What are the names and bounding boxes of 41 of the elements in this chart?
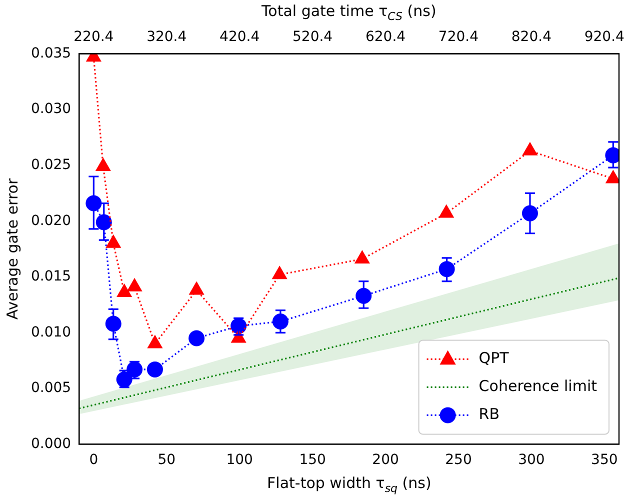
point	[438, 204, 454, 218]
y-tick-label: 0.000	[30, 436, 72, 452]
legend-label: RB	[478, 405, 500, 424]
x-tick-label: 150	[299, 452, 326, 468]
point	[126, 278, 142, 292]
x2-tick-label: 720.4	[438, 29, 479, 46]
x2-tick-label: 320.4	[146, 29, 187, 46]
point	[188, 330, 205, 346]
y-tick-label: 0.030	[30, 101, 72, 118]
point	[146, 361, 163, 378]
y-tick-label: 0.005	[30, 380, 72, 396]
x-tick-label: 0	[89, 452, 98, 468]
x2-tick-label: 920.4	[584, 29, 625, 46]
x-tick-label: 350	[591, 452, 618, 468]
point	[272, 266, 288, 280]
point	[95, 157, 111, 171]
x-tick-label: 250	[445, 452, 472, 468]
y-tick-label: 0.015	[30, 268, 72, 285]
legend-label: Coherence limit	[478, 377, 598, 396]
x-tick-label: 200	[372, 452, 399, 468]
point	[106, 234, 122, 248]
x2-tick-label: 620.4	[365, 29, 406, 46]
y-tick-label: 0.010	[30, 324, 72, 340]
y-tick-label: 0.035	[30, 45, 72, 62]
x2-tick-label: 420.4	[220, 29, 260, 46]
x2-tick-label: 820.4	[511, 29, 552, 46]
x-axis-title: Flat-top width τ$_{sq}$ (ns)	[267, 474, 432, 495]
x-tick-label: 50	[158, 452, 176, 468]
x2-tick-label: 220.4	[74, 29, 114, 46]
point	[116, 284, 132, 297]
point	[354, 250, 370, 264]
x-tick-label: 100	[226, 452, 253, 468]
y-tick-label: 0.020	[30, 212, 72, 229]
x2-axis-title: Total gate time τ$_{CS}$ (ns)	[262, 2, 436, 23]
y-axis-title: Average gate error	[3, 178, 22, 320]
legend-label: QPT	[478, 349, 510, 368]
x-tick-label: 300	[518, 452, 545, 468]
point	[522, 142, 538, 156]
point	[188, 281, 204, 295]
x2-tick-label: 520.4	[292, 29, 333, 46]
y-tick-label: 0.025	[30, 156, 72, 173]
